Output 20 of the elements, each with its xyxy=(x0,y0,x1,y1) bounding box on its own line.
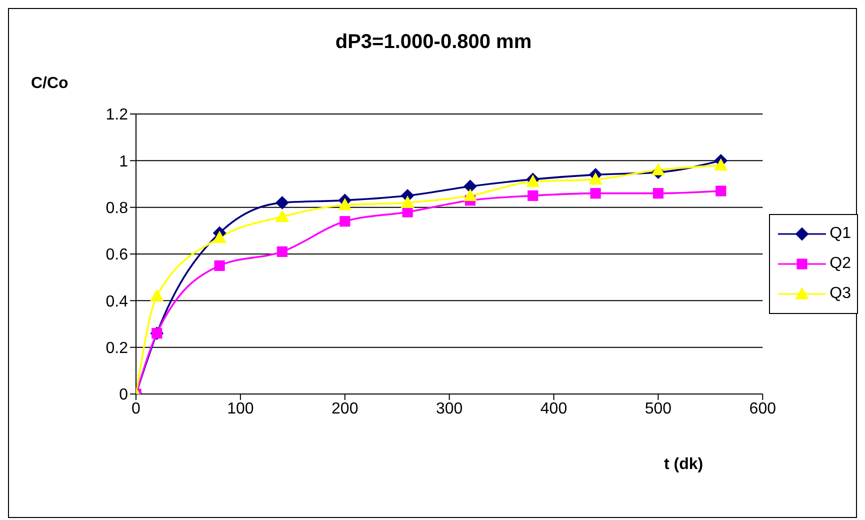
x-tick-label: 500 xyxy=(644,400,672,418)
y-tick-label: 0.8 xyxy=(106,200,128,218)
x-axis-title: t (dk) xyxy=(664,456,704,474)
chart-title: dP3=1.000-0.800 mm xyxy=(334,31,533,54)
legend-label: Q1 xyxy=(830,225,851,243)
x-tick-label: 600 xyxy=(749,400,776,418)
y-tick-label: 0.4 xyxy=(106,293,128,310)
x-tick-label: 300 xyxy=(436,400,463,418)
x-tick-label: 200 xyxy=(332,400,358,418)
y-tick-label: 1 xyxy=(119,153,128,170)
legend-label: Q3 xyxy=(830,285,851,303)
y-axis-title: C/Co xyxy=(31,75,68,93)
x-tick-label: 400 xyxy=(540,400,568,418)
y-tick-label: 0.2 xyxy=(106,340,128,358)
y-tick-label: 0.6 xyxy=(106,246,128,264)
x-tick-label: 0 xyxy=(132,400,141,418)
y-tick-label: 1.2 xyxy=(106,106,128,124)
legend-label: Q2 xyxy=(830,255,851,273)
y-tick-label: 0 xyxy=(119,386,128,404)
x-tick-label: 100 xyxy=(227,400,254,418)
